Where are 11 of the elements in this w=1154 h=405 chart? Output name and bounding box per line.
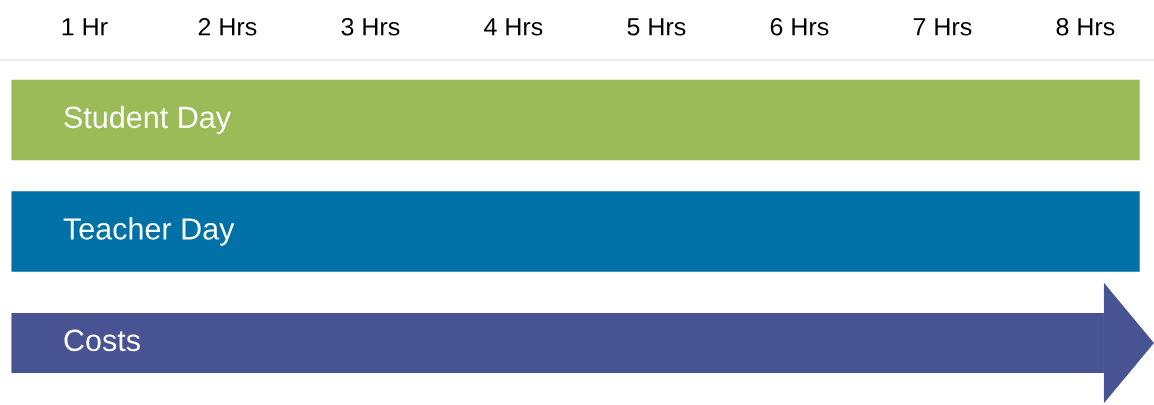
x-tick-label: 7 Hrs	[913, 18, 972, 36]
x-tick-label: 5 Hrs	[627, 18, 686, 36]
y-tick-label: Teacher Day	[63, 217, 235, 246]
x-tick-label: 2 Hrs	[198, 17, 257, 36]
y-tick-label: Costs	[64, 329, 140, 352]
x-tick-label: 8 Hrs	[1056, 17, 1115, 36]
x-tick-label: 4 Hrs	[484, 18, 543, 36]
x-tick-label: 3 Hrs	[341, 17, 400, 36]
y-tick-label: Student Day	[64, 105, 232, 135]
x-tick-label: 1 Hr	[62, 18, 108, 36]
x-tick-label: 6 Hrs	[770, 17, 829, 36]
